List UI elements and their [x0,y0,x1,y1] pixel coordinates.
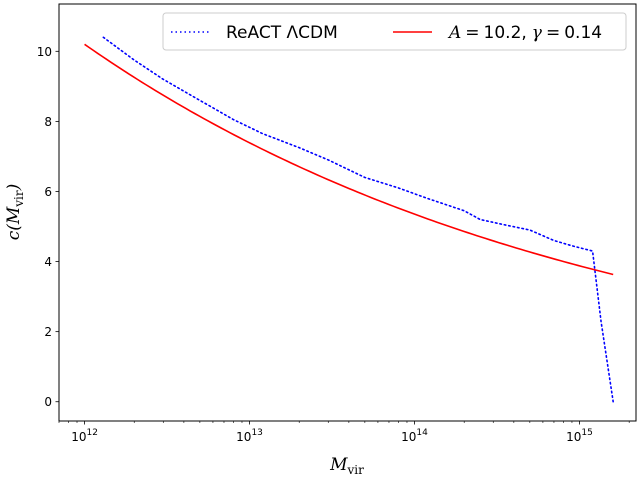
series-fit-line [84,43,614,276]
legend: ReACT ΛCDM A = 10.2, γ = 0.14 [162,12,627,51]
legend-label-fit: A = 10.2, γ = 0.14 [447,23,602,43]
y-tick-label: 2 [44,325,52,339]
y-axis-label: c(Mvir) [4,184,26,241]
x-tick-label: 1015 [566,428,593,444]
x-tick-label: 1014 [401,428,428,444]
y-tick-label: 10 [37,45,52,59]
y-tick-label: 4 [44,255,52,269]
y-tick-label: 8 [44,115,52,129]
x-axis-ticks: 1012 1013 1014 1015 [58,421,630,444]
series-react-lcdm-line [102,36,614,403]
y-tick-label: 0 [44,395,52,409]
x-axis-label: Mvir [329,455,364,477]
y-axis-ticks: 0 2 4 6 8 10 [37,45,59,409]
axes-frame [58,3,637,422]
y-tick-label: 6 [44,185,52,199]
plot-area [84,36,614,403]
x-tick-label: 1013 [236,428,263,444]
legend-label-react: ReACT ΛCDM [226,23,338,43]
x-tick-label: 1012 [71,428,98,444]
